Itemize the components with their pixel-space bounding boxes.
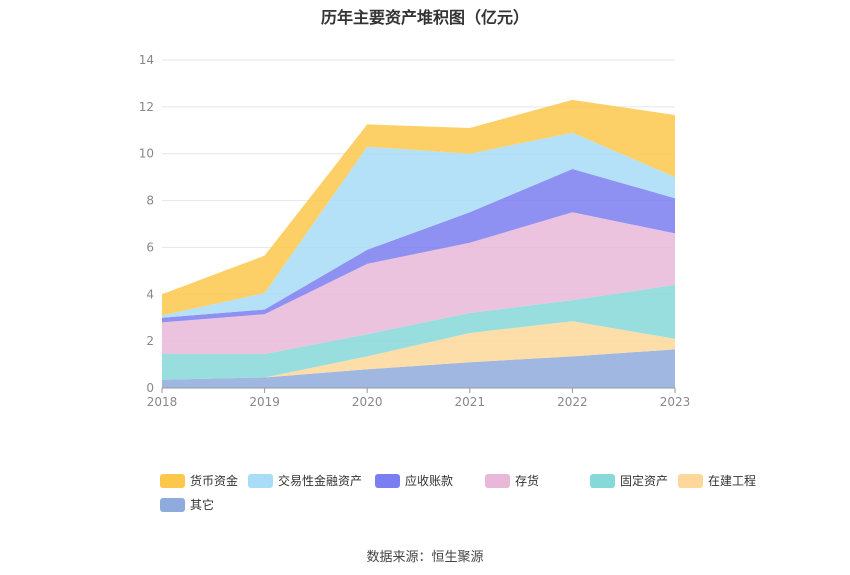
area-series-5: [162, 132, 675, 318]
data-source: 数据来源：恒生聚源: [366, 550, 484, 565]
x-tick-label-2018: 2018: [147, 395, 178, 409]
legend-swatch: [248, 473, 273, 488]
area-series-6: [162, 99, 675, 316]
legend-swatch: [678, 473, 703, 488]
area-series-2: [162, 284, 675, 380]
legend-label: 货币资金: [190, 474, 239, 488]
area-series-4: [162, 168, 675, 323]
area-series-1: [162, 321, 675, 380]
x-tick-label-2019: 2019: [249, 395, 280, 409]
area-series-3: [162, 212, 675, 355]
y-tick-label-14: 14: [139, 53, 154, 67]
legend-item-2[interactable]: 应收账款: [375, 472, 453, 489]
legend-item-4[interactable]: 固定资产: [590, 472, 668, 489]
legend-label: 固定资产: [620, 474, 669, 488]
legend-label: 在建工程: [708, 474, 757, 488]
x-tick-label-2021: 2021: [455, 395, 486, 409]
legend-label: 应收账款: [405, 474, 454, 488]
legend-label: 交易性金融资产: [278, 474, 363, 488]
legend-swatch: [590, 473, 615, 488]
y-tick-label-4: 4: [146, 287, 154, 301]
legend-label: 其它: [190, 498, 215, 512]
legend-swatch: [160, 473, 185, 488]
y-tick-label-8: 8: [146, 194, 154, 208]
x-tick-label-2023: 2023: [660, 395, 691, 409]
x-tick-label-2022: 2022: [557, 395, 588, 409]
y-tick-label-2: 2: [146, 334, 154, 348]
y-tick-label-12: 12: [139, 100, 154, 114]
legend-swatch: [375, 473, 400, 488]
legend-item-1[interactable]: 交易性金融资产: [248, 472, 362, 489]
x-tick-label-2020: 2020: [352, 395, 383, 409]
y-tick-label-6: 6: [146, 240, 154, 254]
legend-item-0[interactable]: 货币资金: [160, 472, 238, 489]
area-series-0: [162, 349, 675, 388]
legend-swatch: [485, 473, 510, 488]
legend-item-6[interactable]: 其它: [160, 496, 214, 513]
y-tick-label-0: 0: [146, 381, 154, 395]
chart-title: 历年主要资产堆积图（亿元）: [320, 8, 529, 27]
legend-label: 存货: [515, 474, 540, 488]
legend-item-5[interactable]: 在建工程: [678, 472, 756, 489]
legend-swatch: [160, 497, 185, 512]
legend-item-3[interactable]: 存货: [485, 472, 539, 489]
y-tick-label-10: 10: [139, 147, 154, 161]
